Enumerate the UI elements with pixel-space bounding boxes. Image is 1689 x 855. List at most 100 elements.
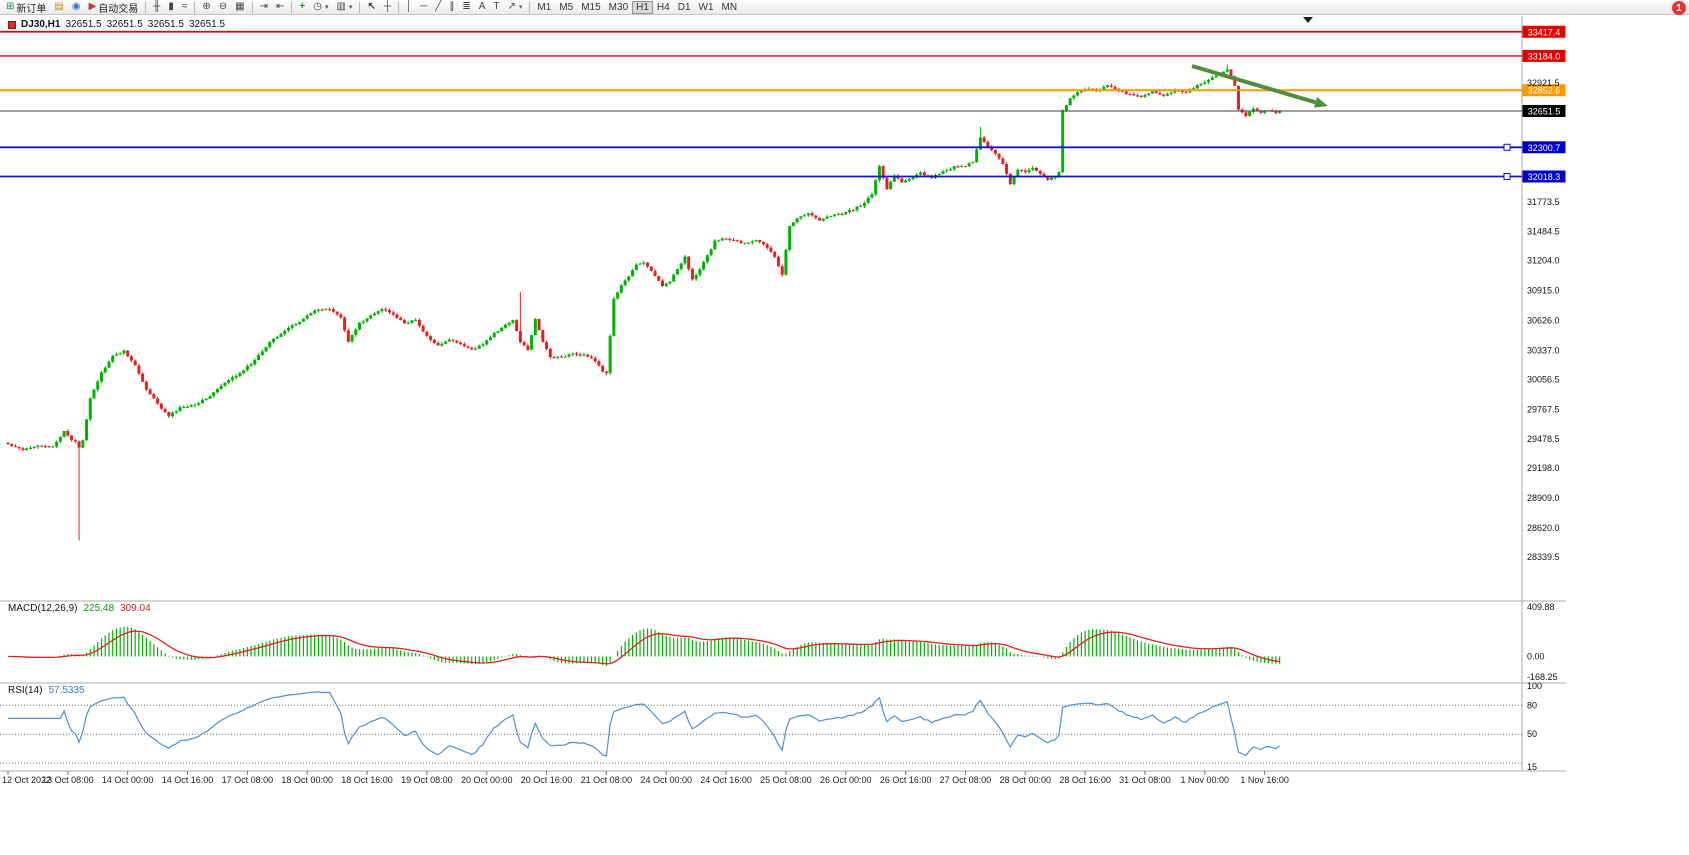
periods-icon: ◷ xyxy=(313,1,322,12)
svg-text:31204.0: 31204.0 xyxy=(1527,256,1560,266)
svg-text:1 Nov 00:00: 1 Nov 00:00 xyxy=(1181,775,1230,785)
zoom-in-button[interactable]: ⊕ xyxy=(198,1,214,14)
dropdown-caret-icon: ▾ xyxy=(518,4,523,11)
indicators-button[interactable]: + xyxy=(295,1,309,14)
autotrading-button[interactable]: ▶ 自动交易 xyxy=(85,1,143,15)
svg-text:25 Oct 08:00: 25 Oct 08:00 xyxy=(760,775,812,785)
crosshair-button[interactable]: ┼ xyxy=(380,1,395,14)
svg-text:32300.7: 32300.7 xyxy=(1528,143,1561,153)
metaeditor-button[interactable]: ▤ xyxy=(50,1,67,14)
rsi-name: RSI(14) xyxy=(8,685,43,696)
panel-separators xyxy=(0,16,1566,772)
chart-shift-icon: ⇤ xyxy=(276,1,285,12)
price-line-32018.3[interactable]: 32018.3 xyxy=(0,170,1566,183)
svg-text:32852.6: 32852.6 xyxy=(1528,86,1561,96)
dropdown-caret-icon: ▾ xyxy=(348,4,353,11)
toolbar-separator xyxy=(194,1,196,13)
chart-symbol-period: DJ30,H1 xyxy=(21,19,61,30)
svg-text:12 Oct 2022: 12 Oct 2022 xyxy=(2,775,51,785)
timeframe-mn[interactable]: MN xyxy=(721,1,738,13)
chart-high-value: 32651.5 xyxy=(106,19,143,30)
autotrading-button-label: 自动交易 xyxy=(98,3,139,15)
svg-text:14 Oct 16:00: 14 Oct 16:00 xyxy=(162,775,214,785)
chart-shift-marker[interactable] xyxy=(1303,17,1313,23)
cursor-icon: ↖ xyxy=(367,1,376,12)
timeframe-w1[interactable]: W1 xyxy=(698,1,714,13)
bar-chart-icon: ╫ xyxy=(153,1,161,12)
arrows-button[interactable]: ↗ ▾ xyxy=(504,1,527,14)
mql5-community-button[interactable]: ◉ xyxy=(68,1,85,14)
price-axis[interactable]: 32921.5 31773.5 31484.5 31204.0 30915.0 30626… xyxy=(1527,78,1560,562)
text-button[interactable]: A xyxy=(475,1,490,14)
timeframe-d1[interactable]: D1 xyxy=(677,1,691,13)
toolbar-separator xyxy=(145,1,147,13)
cursor-button[interactable]: ↖ xyxy=(363,1,379,14)
notification-badge[interactable]: 1 xyxy=(1672,1,1686,15)
templates-icon: ▥ xyxy=(336,1,346,12)
svg-text:20 Oct 00:00: 20 Oct 00:00 xyxy=(461,775,513,785)
timeframe-m15[interactable]: M15 xyxy=(581,1,601,13)
svg-text:28620.0: 28620.0 xyxy=(1527,523,1560,533)
price-lines-layer: 33417.4 33184.0 32852.6 32651.5 32300.7 32018… xyxy=(0,25,1566,183)
macd-signal-value: 309.04 xyxy=(120,603,151,614)
price-line-32300.7[interactable]: 32300.7 xyxy=(0,141,1566,154)
auto-scroll-button[interactable]: ⇥ xyxy=(256,1,272,14)
trendline-button[interactable]: ╱ xyxy=(431,1,445,14)
top-toolbar: ⊞ 新订单 ▤ ◉ ▶ 自动交易 ╫ ▮ ≈ ⊕ ⊖ ▦ ⇥ ⇤ + ◷ ▾ ▥ ▾ ↖ ┼ │ ─ ╱ ∥ ≣ A T ↗ ▾ M1 M5 M… xyxy=(0,0,1689,15)
equidistant-channel-button[interactable]: ∥ xyxy=(445,1,458,14)
toolbar-separator xyxy=(397,1,399,13)
price-line-32651.5[interactable]: 32651.5 xyxy=(0,105,1566,118)
zoom-out-button[interactable]: ⊖ xyxy=(215,1,231,14)
svg-text:32651.5: 32651.5 xyxy=(1528,107,1561,117)
line-chart-icon: ≈ xyxy=(181,1,188,12)
candlestick-icon: ▮ xyxy=(168,1,174,12)
timeframe-m30[interactable]: M30 xyxy=(608,1,629,13)
svg-text:28909.0: 28909.0 xyxy=(1527,493,1560,503)
fibonacci-button[interactable]: ≣ xyxy=(458,1,474,14)
bar-chart-button[interactable]: ╫ xyxy=(149,1,164,14)
timeframe-m1[interactable]: M1 xyxy=(537,1,552,13)
horizontal-line-button[interactable]: ─ xyxy=(416,1,431,14)
macd-label: MACD(12,26,9) 225.48 309.04 xyxy=(8,603,151,614)
svg-text:18 Oct 16:00: 18 Oct 16:00 xyxy=(341,775,393,785)
arrows-icon: ↗ xyxy=(507,1,516,12)
svg-text:24 Oct 16:00: 24 Oct 16:00 xyxy=(700,775,752,785)
new-order-button[interactable]: ⊞ 新订单 xyxy=(2,1,50,15)
macd-main-value: 225.48 xyxy=(83,603,115,614)
price-line-33184.0[interactable]: 33184.0 xyxy=(0,49,1566,62)
timeframe-h4[interactable]: H4 xyxy=(656,1,670,13)
tile-windows-button[interactable]: ▦ xyxy=(231,1,248,14)
svg-text:28339.5: 28339.5 xyxy=(1527,552,1560,562)
svg-text:32921.5: 32921.5 xyxy=(1527,78,1560,88)
line-chart-button[interactable]: ≈ xyxy=(178,1,192,14)
vertical-line-button[interactable]: │ xyxy=(402,1,416,14)
crosshair-icon: ┼ xyxy=(383,1,391,12)
templates-button[interactable]: ▥ ▾ xyxy=(333,1,357,14)
text-label-button[interactable]: T xyxy=(489,1,503,14)
zoom-out-icon: ⊖ xyxy=(218,1,228,12)
timeframe-m5[interactable]: M5 xyxy=(559,1,574,13)
rsi-line xyxy=(8,691,1280,757)
svg-text:29198.0: 29198.0 xyxy=(1527,463,1560,473)
candlestick-chart-button[interactable]: ▮ xyxy=(164,1,178,14)
trend-arrow[interactable] xyxy=(1191,64,1328,108)
price-line-32852.6[interactable]: 32852.6 xyxy=(0,84,1566,97)
svg-text:28 Oct 16:00: 28 Oct 16:00 xyxy=(1059,775,1111,785)
price-line-33417.4[interactable]: 33417.4 xyxy=(0,25,1566,38)
periods-button[interactable]: ◷ ▾ xyxy=(309,1,332,14)
svg-text:28 Oct 00:00: 28 Oct 00:00 xyxy=(1000,775,1052,785)
svg-text:30626.0: 30626.0 xyxy=(1527,316,1560,326)
toolbar-separator xyxy=(529,1,531,13)
new-order-icon: ⊞ xyxy=(6,1,15,12)
timeframe-h1[interactable]: H1 xyxy=(632,0,653,14)
svg-text:30337.0: 30337.0 xyxy=(1527,345,1560,355)
chart-close-value: 32651.5 xyxy=(188,19,226,30)
svg-text:13 Oct 08:00: 13 Oct 08:00 xyxy=(42,775,94,785)
svg-text:27 Oct 08:00: 27 Oct 08:00 xyxy=(940,775,992,785)
svg-text:29767.5: 29767.5 xyxy=(1527,404,1560,414)
chart-shift-button[interactable]: ⇤ xyxy=(272,1,288,14)
toolbar-separator xyxy=(359,1,361,13)
